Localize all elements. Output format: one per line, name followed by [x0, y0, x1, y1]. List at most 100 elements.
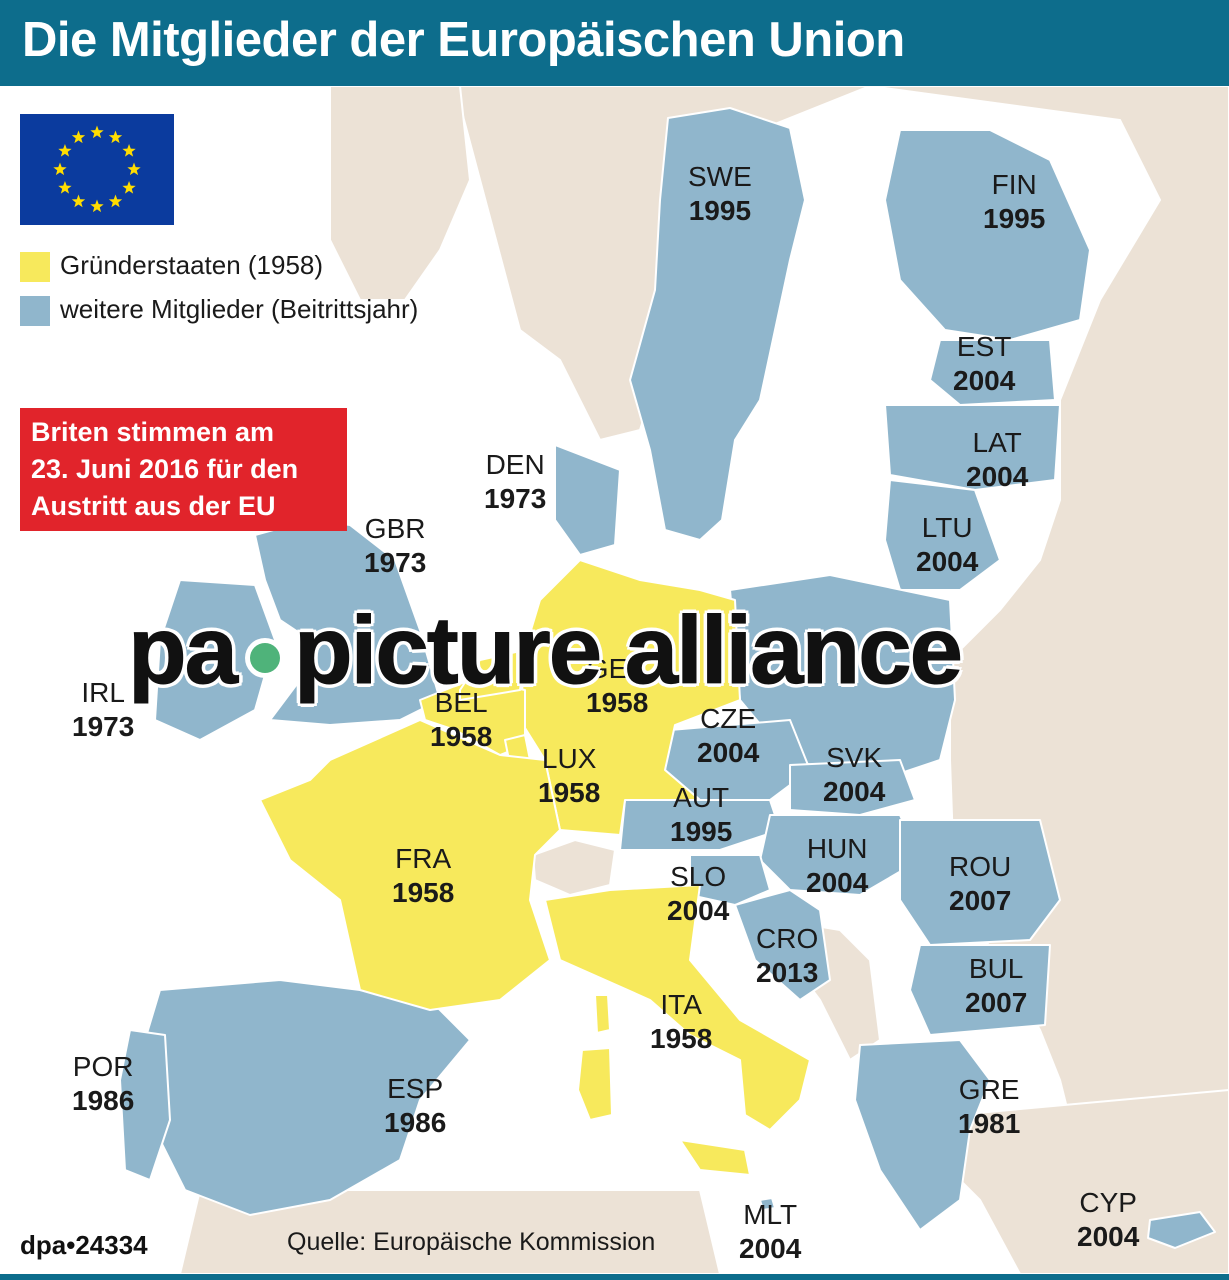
watermark-picture-alliance: picture alliance — [294, 597, 964, 705]
label-est: EST 2004 — [953, 330, 1015, 398]
flag-star-icon — [71, 194, 86, 208]
label-cze: CZE 2004 — [697, 702, 759, 770]
label-ita: ITA 1958 — [650, 988, 712, 1056]
flag-star-icon — [108, 130, 123, 144]
country-code: DEN — [485, 449, 545, 480]
country-code: LTU — [921, 512, 973, 543]
dpa-graphic-id: dpa•24334 — [20, 1230, 148, 1260]
label-ltu: LTU 2004 — [916, 511, 978, 579]
country-year: 2004 — [667, 895, 730, 926]
country-por — [119, 1029, 171, 1181]
country-code: ITA — [660, 989, 702, 1020]
country-code: ESP — [387, 1073, 444, 1104]
country-code: POR — [72, 1051, 134, 1082]
country-fin — [884, 129, 1091, 341]
label-cyp: CYP 2004 — [1077, 1186, 1139, 1254]
country-gbr — [254, 519, 441, 726]
flag-star-icon — [53, 162, 67, 176]
label-lux: LUX 1958 — [538, 742, 600, 810]
country-code: SLO — [670, 861, 727, 892]
brexit-line: Austritt aus der EU — [31, 491, 276, 521]
flag-star-icon — [108, 194, 123, 208]
country-year: 1958 — [538, 777, 601, 808]
country-code: GER — [586, 653, 648, 684]
label-por: POR 1986 — [72, 1050, 134, 1118]
country-code: EST — [956, 331, 1012, 362]
label-rou: ROU 2007 — [949, 850, 1011, 918]
flag-star-icon — [90, 125, 104, 139]
country-year: 1986 — [384, 1107, 447, 1138]
watermark-dot-icon — [250, 642, 281, 673]
flag-star-icon — [90, 199, 104, 213]
flag-star-icon — [122, 144, 136, 157]
brexit-line: 23. Juni 2016 für den — [31, 454, 299, 484]
title-bar: Die Mitglieder der Europäischen Union — [0, 0, 1229, 86]
country-ltu — [884, 479, 1001, 591]
country-bul — [909, 944, 1051, 1036]
country-year: 2004 — [823, 776, 886, 807]
country-year: 1958 — [650, 1023, 713, 1054]
island-corsica — [594, 994, 611, 1034]
country-year: 2004 — [953, 365, 1016, 396]
country-cyp — [1147, 1211, 1216, 1249]
country-year: 1958 — [586, 687, 649, 718]
country-code: BEL — [434, 687, 488, 718]
country-code: MLT — [743, 1199, 798, 1230]
label-aut: AUT 1995 — [670, 781, 732, 849]
country-year: 1981 — [958, 1108, 1021, 1139]
country-code: GBR — [364, 513, 426, 544]
country-code: ROU — [949, 851, 1012, 882]
country-ned — [459, 649, 526, 701]
country-year: 2007 — [965, 987, 1028, 1018]
country-den — [554, 444, 621, 556]
brexit-note: Briten stimmen am 23. Juni 2016 für den … — [20, 408, 347, 531]
member-states — [119, 107, 1216, 1249]
label-cro: CRO 2013 — [756, 922, 818, 990]
label-slo: SLO 2004 — [667, 860, 729, 928]
brexit-line: Briten stimmen am — [31, 417, 275, 447]
country-swe — [629, 107, 806, 541]
label-ger: GER 1958 — [586, 652, 648, 720]
label-lat: LAT 2004 — [966, 426, 1028, 494]
country-code: FRA — [395, 843, 452, 874]
country-year: 1973 — [72, 711, 135, 742]
founder-states — [259, 559, 811, 1176]
country-year: 2004 — [697, 737, 760, 768]
flag-star-icon — [122, 181, 136, 194]
country-code: AUT — [673, 782, 730, 813]
land-north-africa — [178, 1189, 722, 1274]
land-norway-coast — [329, 86, 472, 301]
land-turkey — [897, 1088, 1229, 1274]
country-year: 2004 — [806, 867, 869, 898]
island-sicily — [679, 1139, 751, 1176]
country-svk — [789, 759, 916, 816]
country-code: SWE — [688, 161, 752, 192]
country-ita — [544, 884, 811, 1131]
country-code: CYP — [1079, 1187, 1137, 1218]
country-lat — [884, 404, 1061, 491]
country-irl — [154, 579, 276, 741]
page-title: Die Mitglieder der Europäischen Union — [22, 13, 905, 67]
watermark: pa picture alliance — [127, 596, 964, 706]
bottom-bar — [0, 1274, 1229, 1280]
label-esp: ESP 1986 — [384, 1072, 446, 1140]
label-bul: BUL 2007 — [965, 952, 1027, 1020]
country-year: 2004 — [966, 461, 1029, 492]
country-fra — [259, 719, 561, 1011]
country-code: CRO — [756, 923, 819, 954]
country-year: 2007 — [949, 885, 1012, 916]
label-fin: FIN 1995 — [983, 168, 1045, 236]
label-svk: SVK 2004 — [823, 741, 885, 809]
country-code: IRL — [81, 677, 125, 708]
country-year: 1995 — [670, 816, 733, 847]
label-gbr: GBR 1973 — [364, 512, 426, 580]
country-rou — [899, 819, 1061, 946]
country-gre — [854, 1039, 991, 1231]
country-code: LAT — [972, 427, 1022, 458]
country-code: FIN — [991, 169, 1037, 200]
country-cro — [734, 889, 831, 1001]
source-note: Quelle: Europäische Kommission — [287, 1228, 656, 1256]
flag-star-icon — [58, 181, 72, 194]
label-irl: IRL 1973 — [72, 676, 134, 744]
label-swe: SWE 1995 — [688, 160, 752, 228]
